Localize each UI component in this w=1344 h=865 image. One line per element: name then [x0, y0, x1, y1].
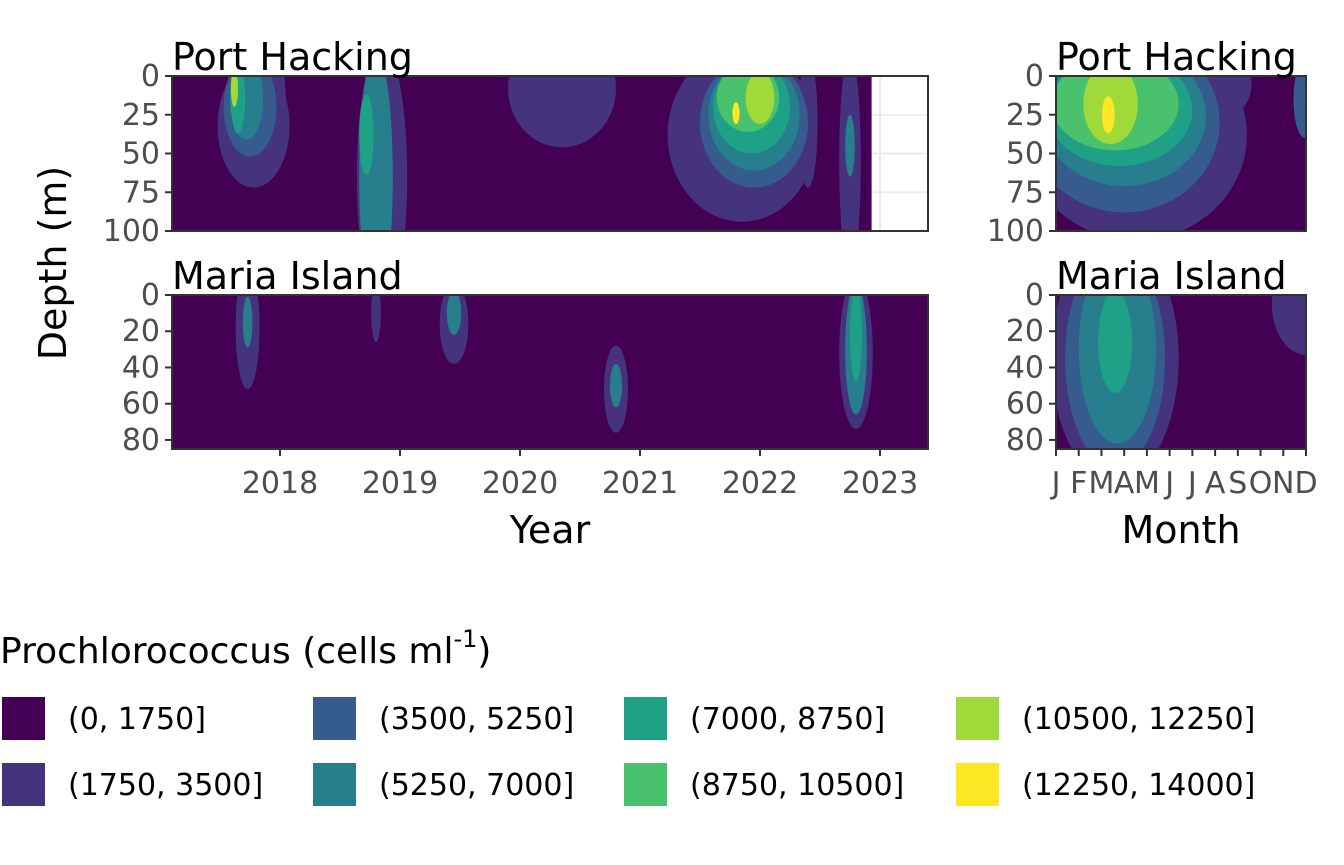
y-tick-label: 0: [1025, 59, 1044, 94]
legend-label: (7000, 8750]: [690, 702, 885, 737]
contour-band: [274, 76, 286, 160]
contour-band: [371, 295, 381, 343]
y-tick-label: 50: [122, 137, 160, 172]
legend-swatch: [956, 697, 999, 740]
y-tick-label: 75: [1006, 175, 1044, 210]
x-axis-title: Month: [1121, 508, 1240, 552]
contour-fill: [172, 76, 872, 231]
legend-title-main: Prochlorococcus (cells ml: [0, 631, 453, 672]
legend-title: Prochlorococcus (cells ml-1): [0, 625, 491, 672]
contour-fill: [1056, 76, 1306, 231]
contour-band: [610, 363, 622, 408]
contour-band: [508, 76, 616, 148]
x-tick-label: 2020: [482, 466, 558, 501]
contour-band: [1271, 295, 1306, 355]
contour-band: [745, 76, 775, 125]
y-tick-label: 75: [122, 175, 160, 210]
legend-swatch: [624, 763, 667, 806]
legend: Prochlorococcus (cells ml-1) (0, 1750] (1…: [0, 625, 1255, 806]
x-tick-label: M: [1134, 466, 1160, 501]
x-tick-label: J: [1050, 466, 1061, 501]
x-tick-label: 2018: [242, 466, 318, 501]
y-tick-label: 25: [122, 98, 160, 133]
contour-band: [850, 295, 862, 382]
x-tick-label: F: [1070, 466, 1087, 501]
x-tick-label: J: [1186, 466, 1197, 501]
legend-label: (1750, 3500]: [68, 768, 263, 803]
legend-swatch: [2, 763, 45, 806]
legend-label: (3500, 5250]: [379, 702, 574, 737]
y-tick-label: 80: [1006, 423, 1044, 458]
legend-swatch: [2, 697, 45, 740]
contour-fill: [172, 295, 928, 449]
y-tick-label: 20: [1006, 314, 1044, 349]
contour-band: [1101, 96, 1115, 134]
panel-border: [171, 294, 929, 450]
contour-band: [845, 114, 855, 177]
contour-band: [242, 296, 253, 348]
y-axis-title: Depth (m): [31, 166, 75, 361]
facet-label: Maria Island: [172, 254, 403, 298]
contour-fill: [1056, 295, 1306, 449]
y-tick-label: 40: [1006, 350, 1044, 385]
panel-border: [1055, 294, 1307, 450]
x-tick-label: A: [1205, 466, 1226, 501]
x-tick-label: O: [1249, 466, 1273, 501]
legend-swatch: [624, 697, 667, 740]
x-tick-label: A: [1114, 466, 1135, 501]
legend-title-superscript: -1: [453, 625, 477, 653]
x-tick-label: N: [1272, 466, 1294, 501]
x-tick-label: S: [1228, 466, 1247, 501]
legend-swatch: [956, 763, 999, 806]
legend-label: (8750, 10500]: [690, 768, 904, 803]
y-tick-label: 0: [141, 278, 160, 313]
y-tick-label: 100: [103, 214, 160, 249]
y-tick-label: 100: [987, 214, 1044, 249]
legend-swatch: [313, 697, 356, 740]
x-tick-label: 2022: [722, 466, 798, 501]
y-tick-label: 50: [1006, 137, 1044, 172]
y-tick-label: 60: [1006, 387, 1044, 422]
facet-label: Port Hacking: [172, 35, 413, 79]
facet-label: Maria Island: [1056, 254, 1287, 298]
contour-band: [446, 295, 462, 335]
legend-swatch: [313, 763, 356, 806]
x-tick-label: M: [1089, 466, 1115, 501]
contour-band: [1293, 76, 1306, 138]
legend-label: (0, 1750]: [68, 702, 206, 737]
y-tick-label: 40: [122, 350, 160, 385]
y-tick-label: 0: [141, 59, 160, 94]
y-tick-label: 20: [122, 314, 160, 349]
x-tick-label: D: [1294, 466, 1317, 501]
legend-label: (12250, 14000]: [1022, 768, 1255, 803]
x-axis-title: Year: [509, 508, 591, 552]
facet-label: Port Hacking: [1056, 35, 1297, 79]
contour-base: [172, 295, 928, 449]
legend-label: (5250, 7000]: [379, 768, 574, 803]
y-tick-label: 60: [122, 387, 160, 422]
contour-band: [230, 76, 238, 107]
y-tick-label: 80: [122, 423, 160, 458]
contour-band: [1098, 295, 1133, 393]
x-tick-label: J: [1163, 466, 1174, 501]
x-tick-label: 2023: [842, 466, 918, 501]
x-tick-label: 2019: [362, 466, 438, 501]
legend-title-end: ): [477, 631, 491, 672]
legend-label: (10500, 12250]: [1022, 702, 1255, 737]
x-tick-label: 2021: [602, 466, 678, 501]
contour-band: [732, 102, 740, 125]
y-tick-label: 25: [1006, 98, 1044, 133]
y-tick-label: 0: [1025, 278, 1044, 313]
contour-band: [359, 94, 374, 176]
